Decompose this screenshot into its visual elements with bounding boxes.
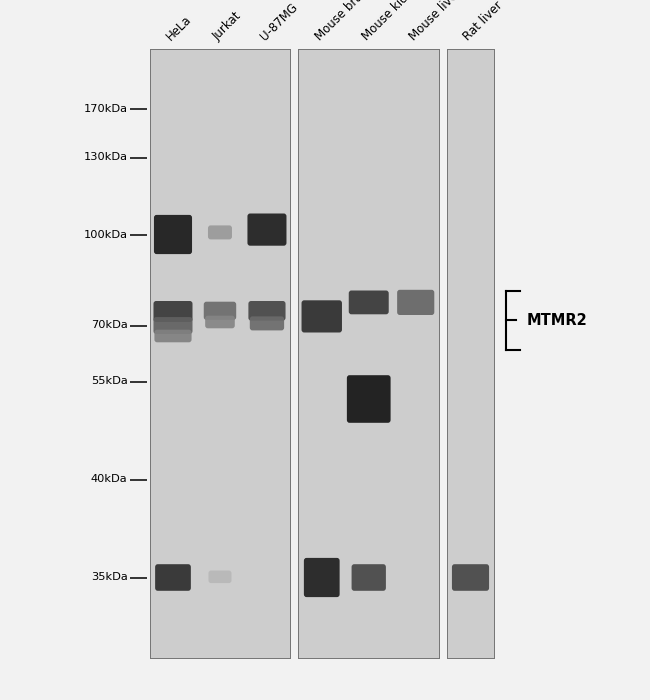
Text: 100kDa: 100kDa	[83, 230, 127, 239]
FancyBboxPatch shape	[208, 225, 232, 239]
Text: MTMR2: MTMR2	[526, 313, 587, 328]
FancyBboxPatch shape	[397, 290, 434, 315]
Bar	[447, 49, 494, 658]
Bar	[150, 49, 291, 658]
FancyBboxPatch shape	[203, 302, 236, 320]
FancyBboxPatch shape	[347, 375, 391, 423]
Text: 130kDa: 130kDa	[83, 153, 127, 162]
Text: U-87MG: U-87MG	[258, 1, 300, 43]
FancyBboxPatch shape	[304, 558, 339, 597]
Text: HeLa: HeLa	[164, 13, 194, 43]
Text: Mouse kidney: Mouse kidney	[359, 0, 426, 43]
Text: Mouse brain: Mouse brain	[313, 0, 373, 43]
Bar	[298, 49, 439, 658]
Text: Jurkat: Jurkat	[211, 10, 244, 43]
Text: 170kDa: 170kDa	[83, 104, 127, 113]
FancyBboxPatch shape	[209, 570, 231, 583]
FancyBboxPatch shape	[250, 316, 284, 330]
FancyBboxPatch shape	[349, 290, 389, 314]
FancyBboxPatch shape	[154, 215, 192, 254]
FancyBboxPatch shape	[352, 564, 386, 591]
Text: Rat liver: Rat liver	[462, 0, 506, 43]
Text: Mouse liver: Mouse liver	[406, 0, 463, 43]
FancyBboxPatch shape	[248, 214, 287, 246]
Text: 40kDa: 40kDa	[91, 475, 127, 484]
Text: 70kDa: 70kDa	[90, 321, 127, 330]
FancyBboxPatch shape	[452, 564, 489, 591]
Text: 55kDa: 55kDa	[90, 377, 127, 386]
FancyBboxPatch shape	[153, 317, 192, 334]
FancyBboxPatch shape	[248, 301, 285, 321]
FancyBboxPatch shape	[302, 300, 342, 332]
FancyBboxPatch shape	[155, 330, 192, 342]
FancyBboxPatch shape	[205, 316, 235, 328]
Text: 35kDa: 35kDa	[90, 573, 127, 582]
FancyBboxPatch shape	[153, 301, 192, 322]
FancyBboxPatch shape	[155, 564, 191, 591]
